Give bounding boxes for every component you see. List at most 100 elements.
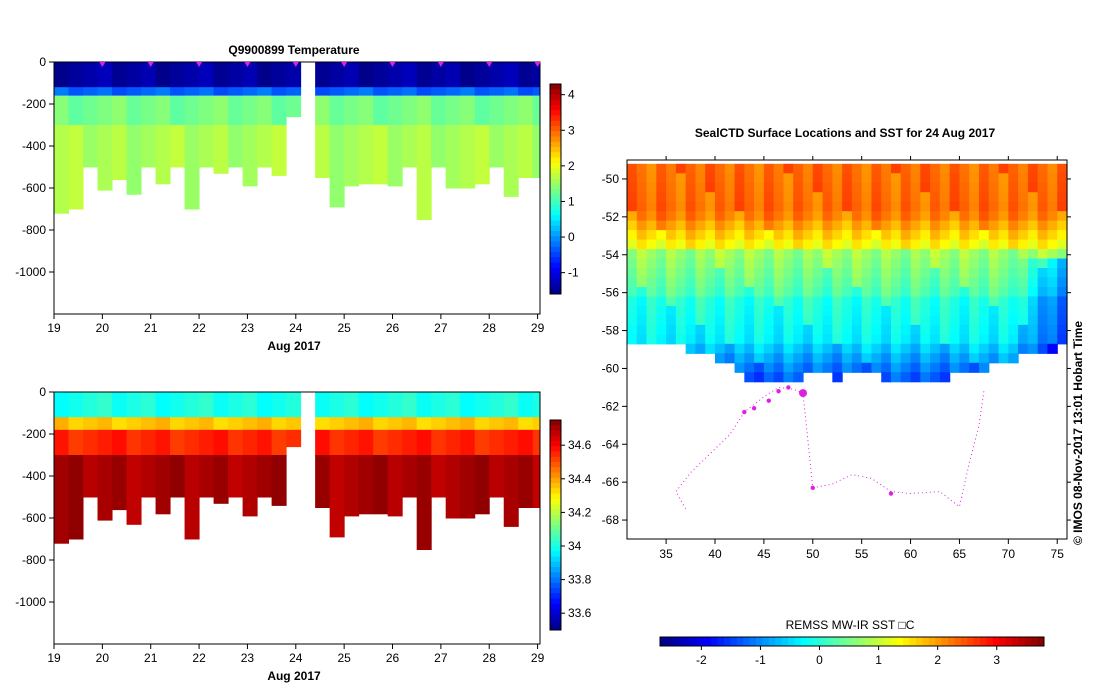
sst-cell <box>705 296 716 307</box>
sst-cell <box>715 315 726 326</box>
section-cell <box>474 429 490 456</box>
colorbar-cell <box>550 535 561 542</box>
x-tick-label: 27 <box>434 651 448 665</box>
temperature-x-label: Aug 2017 <box>267 339 321 353</box>
sst-cell <box>666 268 677 279</box>
sst-cell <box>949 173 961 184</box>
colorbar-tick-label: 34 <box>568 539 582 553</box>
section-cell <box>83 125 99 168</box>
sst-cell <box>685 305 697 316</box>
section-cell <box>489 87 505 97</box>
section-cell <box>329 392 345 418</box>
section-cell <box>126 455 142 525</box>
sst-cell <box>695 239 706 250</box>
sst-cell <box>871 211 882 222</box>
sst-cell <box>842 230 853 241</box>
sst-cell <box>832 201 843 212</box>
colorbar-cell <box>550 598 561 605</box>
section-cell <box>97 62 113 88</box>
colorbar-cell <box>550 241 561 248</box>
sst-cell <box>773 182 785 193</box>
sst-cell <box>695 324 706 335</box>
sst-cell <box>763 258 775 269</box>
sst-cell <box>881 277 892 288</box>
sst-cell <box>822 296 833 307</box>
sst-cell <box>900 239 912 250</box>
temperature-section <box>54 62 541 220</box>
sst-cell <box>715 230 726 241</box>
section-cell <box>155 62 171 88</box>
sst-cell <box>1027 173 1039 184</box>
sst-cell <box>685 192 697 203</box>
sst-cell <box>900 220 912 231</box>
sst-cell <box>939 268 951 279</box>
sst-cell <box>754 239 765 250</box>
sst-cell <box>832 268 843 279</box>
sst-cell <box>695 277 706 288</box>
section-cell <box>68 125 84 210</box>
sst-cell <box>822 182 833 193</box>
sst-cell <box>783 163 794 174</box>
sst-cell <box>773 296 785 307</box>
sst-cell <box>861 182 873 193</box>
sst-cell <box>822 315 833 326</box>
sst-colorbar-tick-label: -2 <box>696 653 707 667</box>
section-cell <box>460 392 476 418</box>
colorbar-cell <box>550 110 561 116</box>
sst-cell <box>1057 258 1068 269</box>
sst-cell <box>832 334 843 345</box>
sst-cell <box>1057 230 1068 241</box>
section-cell <box>213 87 229 97</box>
sst-cell <box>861 296 873 307</box>
section-cell <box>416 429 432 456</box>
sst-cell <box>900 230 912 241</box>
sst-cell <box>871 258 882 269</box>
y-tick-label: -400 <box>22 139 46 153</box>
sst-colorbar-cell <box>749 637 757 646</box>
sst-cell <box>773 277 785 288</box>
sst-cell <box>832 286 843 298</box>
section-cell <box>402 62 418 88</box>
section-cell <box>315 429 331 456</box>
sst-colorbar-tick-label: 1 <box>875 653 882 667</box>
sst-colorbar-cell <box>967 637 975 646</box>
sst-cell <box>646 334 657 345</box>
sst-cell <box>1047 249 1058 260</box>
map-x-tick-label: 65 <box>953 547 967 561</box>
colorbar-cell <box>550 126 561 132</box>
sst-cell <box>930 249 941 260</box>
colorbar-cell <box>550 441 561 447</box>
section-cell <box>242 392 258 418</box>
sst-cell <box>744 362 755 373</box>
section-cell <box>344 87 360 97</box>
sst-cell <box>744 343 755 354</box>
sst-cell <box>1037 315 1049 326</box>
sst-cell <box>881 211 892 222</box>
sst-cell <box>949 362 961 373</box>
sst-colorbar-cell <box>762 637 770 646</box>
sst-cell <box>666 173 677 184</box>
sst-cell <box>881 315 892 326</box>
sst-cell <box>1047 220 1058 231</box>
section-cell <box>257 62 273 88</box>
sst-cell <box>939 372 951 383</box>
sst-cell <box>1018 163 1029 174</box>
sst-cell <box>949 163 961 174</box>
sst-cell <box>891 372 902 383</box>
sst-cell <box>763 201 775 212</box>
section-cell <box>416 392 432 418</box>
colorbar-cell <box>550 173 561 179</box>
sst-cell <box>842 277 853 288</box>
sst-cell <box>803 315 814 326</box>
sst-cell <box>959 343 970 354</box>
section-cell <box>431 417 447 431</box>
sst-cell <box>930 334 941 345</box>
y-tick-label: -600 <box>22 181 46 195</box>
profile-marker <box>534 62 541 67</box>
sst-cell <box>939 182 951 193</box>
sst-cell <box>832 324 843 335</box>
sst-cell <box>763 353 775 364</box>
sst-cell <box>842 173 853 184</box>
sst-cell <box>773 163 785 174</box>
sst-cell <box>871 277 882 288</box>
